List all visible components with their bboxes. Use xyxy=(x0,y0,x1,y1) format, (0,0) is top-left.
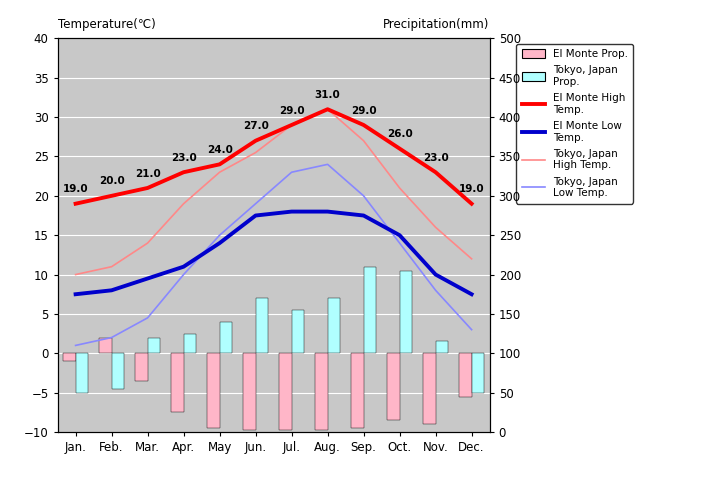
Bar xyxy=(99,337,112,353)
Bar xyxy=(436,341,448,353)
Text: 23.0: 23.0 xyxy=(423,153,449,163)
Bar xyxy=(279,353,292,431)
Text: 23.0: 23.0 xyxy=(171,153,197,163)
Bar xyxy=(423,353,436,424)
Text: 26.0: 26.0 xyxy=(387,129,413,139)
Text: Temperature(℃): Temperature(℃) xyxy=(58,18,156,31)
Text: 29.0: 29.0 xyxy=(279,106,305,116)
Bar xyxy=(148,337,160,353)
Bar xyxy=(112,353,124,389)
Bar xyxy=(171,353,184,412)
Bar xyxy=(459,353,472,396)
Text: 21.0: 21.0 xyxy=(135,168,161,179)
Text: 19.0: 19.0 xyxy=(459,184,485,194)
Text: 24.0: 24.0 xyxy=(207,145,233,155)
Bar xyxy=(472,353,484,393)
Bar xyxy=(292,310,304,353)
Bar xyxy=(387,353,400,420)
Text: 29.0: 29.0 xyxy=(351,106,377,116)
Bar xyxy=(135,353,148,381)
Bar xyxy=(76,353,88,393)
Bar xyxy=(364,267,376,353)
Bar xyxy=(328,298,340,353)
Bar xyxy=(207,353,220,428)
Legend: El Monte Prop., Tokyo, Japan
Prop., El Monte High
Temp., El Monte Low
Temp., Tok: El Monte Prop., Tokyo, Japan Prop., El M… xyxy=(516,44,633,204)
Text: Precipitation(mm): Precipitation(mm) xyxy=(383,18,490,31)
Text: 20.0: 20.0 xyxy=(99,176,125,186)
Text: 19.0: 19.0 xyxy=(63,184,89,194)
Bar xyxy=(400,271,412,353)
Bar xyxy=(220,322,232,353)
Bar xyxy=(351,353,364,428)
Bar xyxy=(256,298,268,353)
Bar xyxy=(315,353,328,431)
Bar xyxy=(243,353,256,431)
Bar xyxy=(63,353,76,361)
Bar xyxy=(184,334,196,353)
Text: 31.0: 31.0 xyxy=(315,90,341,100)
Text: 27.0: 27.0 xyxy=(243,121,269,132)
